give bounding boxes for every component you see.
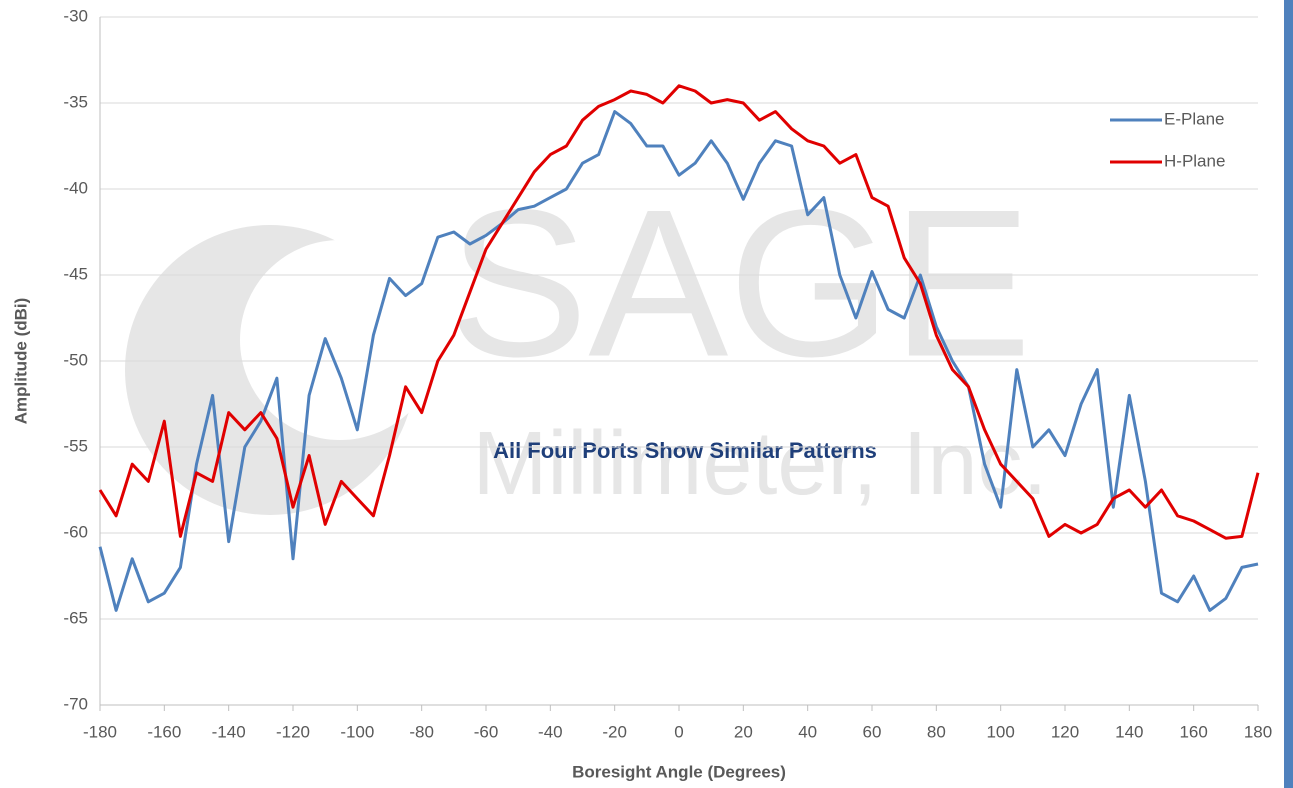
- x-tick-label: 180: [1244, 722, 1272, 741]
- watermark-title: SAGE: [448, 165, 1032, 400]
- watermark-logo-cut: [240, 240, 440, 440]
- x-tick-label: -180: [83, 722, 117, 741]
- y-tick-label: -55: [63, 436, 88, 455]
- y-tick-label: -60: [63, 522, 88, 541]
- x-tick-label: -60: [474, 722, 499, 741]
- y-tick-label: -50: [63, 350, 88, 369]
- x-tick-label: -40: [538, 722, 563, 741]
- y-tick-label: -30: [63, 6, 88, 25]
- x-tick-label: 0: [674, 722, 683, 741]
- x-tick-label: 40: [798, 722, 817, 741]
- x-tick-label: 20: [734, 722, 753, 741]
- annotation: All Four Ports Show Similar Patterns: [493, 438, 877, 463]
- y-axis-title: Amplitude (dBi): [11, 298, 30, 425]
- x-tick-label: -120: [276, 722, 310, 741]
- x-tick-label: -100: [340, 722, 374, 741]
- series-line: [98, 84, 1260, 540]
- y-tick-label: -65: [63, 608, 88, 627]
- y-tick-label: -40: [63, 178, 88, 197]
- legend-label: E-Plane: [1164, 109, 1224, 128]
- x-tick-label: -80: [409, 722, 434, 741]
- legend-label: H-Plane: [1164, 151, 1225, 170]
- side-bar: [1284, 0, 1293, 788]
- x-tick-label: 100: [986, 722, 1014, 741]
- x-tick-label: -160: [147, 722, 181, 741]
- x-axis-title: Boresight Angle (Degrees): [572, 762, 786, 781]
- x-tick-label: -20: [602, 722, 627, 741]
- y-tick-label: -45: [63, 264, 88, 283]
- series-line: [98, 110, 1259, 612]
- x-tick-label: 120: [1051, 722, 1079, 741]
- y-tick-label: -70: [63, 694, 88, 713]
- x-tick-label: 60: [863, 722, 882, 741]
- x-tick-label: 160: [1179, 722, 1207, 741]
- x-tick-label: -140: [212, 722, 246, 741]
- watermark-subtitle: Millimeter, Inc.: [472, 414, 1047, 514]
- x-tick-label: 140: [1115, 722, 1143, 741]
- x-tick-label: 80: [927, 722, 946, 741]
- y-tick-label: -35: [63, 92, 88, 111]
